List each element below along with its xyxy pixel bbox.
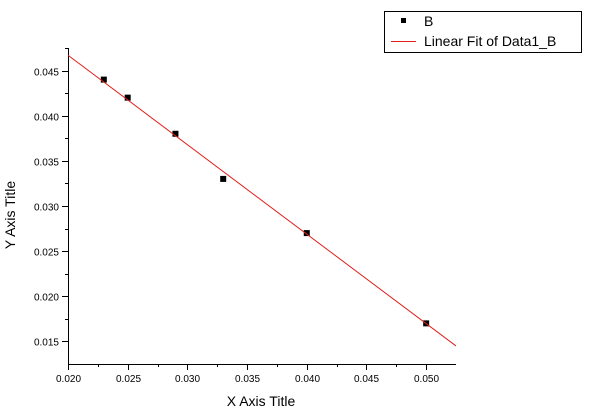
data-point [124,94,131,101]
legend: B Linear Fit of Data1_B [384,11,582,53]
x-tick-label: 0.045 [354,374,379,385]
y-axis-title: Y Axis Title [2,181,18,249]
data-point [172,130,179,137]
x-axis-title: X Axis Title [227,393,296,409]
x-tick-label: 0.020 [56,374,81,385]
y-tick-label: 0.035 [34,158,59,169]
x-tick-label: 0.030 [175,374,200,385]
plot-area: 0.020 0.025 0.030 0.035 0.040 0.045 0.050 0.015… [34,48,457,385]
y-tick-label: 0.030 [34,203,59,214]
linear-fit-line [67,54,457,347]
y-tick-label: 0.020 [34,293,59,304]
data-point [220,175,227,182]
data-point [100,76,107,83]
legend-marker-b [401,18,406,23]
x-tick-label: 0.025 [116,374,141,385]
data-point [303,230,310,237]
x-tick-label: 0.040 [295,374,320,385]
legend-label-fit: Linear Fit of Data1_B [424,33,556,49]
x-tick-label: 0.035 [235,374,260,385]
y-tick-label: 0.015 [34,338,59,349]
y-tick-label: 0.025 [34,248,59,259]
y-tick-label: 0.040 [34,113,59,124]
x-tick-label: 0.050 [414,374,439,385]
legend-box [384,11,582,53]
legend-label-b: B [424,13,433,29]
y-tick-label: 0.045 [34,68,59,79]
